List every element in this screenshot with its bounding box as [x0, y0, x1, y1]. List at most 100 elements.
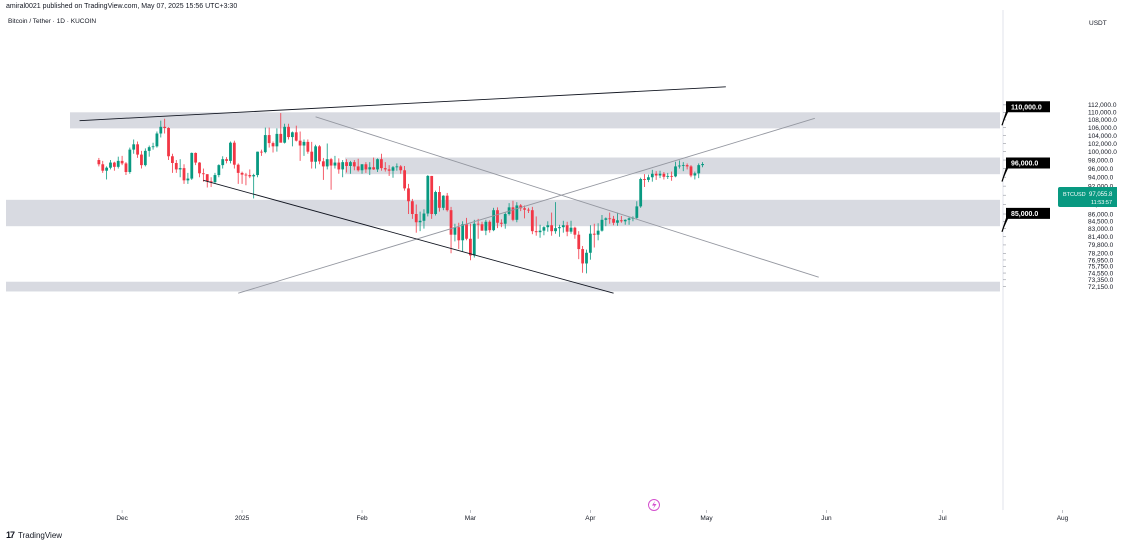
candle-body — [101, 164, 105, 171]
candle-body — [503, 214, 507, 224]
support-resistance-zones — [6, 112, 1000, 292]
candle-body — [229, 142, 232, 161]
lightning-icon[interactable] — [648, 499, 660, 511]
y-tick-label: 92,000.0 — [1088, 183, 1114, 190]
candle-body — [345, 162, 348, 166]
candle-body — [453, 227, 457, 235]
candle-body — [356, 166, 360, 171]
y-tick-label: 106,000.0 — [1088, 125, 1117, 132]
trendline-2 — [315, 116, 819, 278]
callout-0[interactable]: 110,000.0 — [1001, 101, 1050, 126]
candle-body — [438, 192, 441, 208]
candle-body — [654, 173, 658, 176]
last-price-value: 97,055.8 — [1089, 192, 1113, 198]
candle-body — [360, 164, 364, 171]
candle-body — [182, 168, 186, 181]
candle-body — [178, 168, 182, 170]
candle-body — [205, 174, 209, 182]
candle-body — [391, 167, 395, 171]
candle-body — [577, 234, 581, 250]
candle-body — [213, 175, 217, 183]
candle-body — [414, 214, 418, 223]
y-tick-label: 84,500.0 — [1088, 219, 1114, 226]
candle-body — [163, 126, 167, 128]
candle-body — [515, 205, 519, 220]
candle-body — [662, 173, 666, 177]
candle-body — [492, 210, 496, 231]
candle-body — [519, 205, 523, 209]
candle-body — [472, 223, 476, 256]
last-price-label-box — [1058, 187, 1088, 207]
candle-body — [283, 126, 287, 143]
candle-body — [670, 175, 674, 177]
candle-body — [252, 175, 256, 177]
candle-body — [209, 181, 213, 183]
candle-body — [511, 207, 515, 220]
candle-body — [422, 213, 426, 221]
candle-body — [167, 127, 170, 157]
candle-body — [217, 165, 221, 176]
candle-body — [271, 143, 275, 147]
candle-body — [240, 172, 244, 175]
candle-body — [132, 144, 136, 150]
callout-1[interactable]: 96,000.0 — [1001, 157, 1050, 182]
candle-body — [465, 224, 468, 239]
candle-body — [561, 225, 565, 228]
candle-body — [550, 225, 554, 232]
callout-label: 110,000.0 — [1011, 104, 1042, 111]
y-tick-label: 104,000.0 — [1088, 133, 1117, 140]
candle-body — [674, 166, 677, 177]
candle-body — [232, 142, 236, 165]
x-tick-label: Feb — [356, 515, 368, 522]
brand-name: TradingView — [18, 530, 63, 540]
candle-body — [681, 165, 685, 166]
candle-body — [155, 133, 159, 147]
candle-body — [194, 152, 198, 163]
currency-label: USDT — [1089, 20, 1107, 27]
candle-body — [530, 210, 534, 232]
candle-body — [105, 167, 109, 171]
candle-body — [554, 228, 557, 232]
zone-3 — [6, 281, 1000, 292]
candle-body — [221, 159, 225, 166]
candle-body — [569, 227, 573, 232]
candle-body — [616, 220, 619, 223]
candle-body — [306, 141, 310, 152]
tradingview-branding[interactable]: 17 TradingView — [6, 530, 62, 540]
candle-body — [290, 132, 294, 138]
candle-body — [426, 175, 430, 214]
candle-body — [534, 231, 538, 233]
candle-body — [693, 173, 697, 176]
candle-body — [263, 135, 267, 153]
candle-body — [573, 227, 577, 235]
y-tick-label: 74,550.0 — [1088, 270, 1114, 277]
y-tick-label: 83,000.0 — [1088, 226, 1114, 233]
candle-body — [287, 126, 290, 138]
candle-body — [236, 164, 240, 173]
callout-label: 85,000.0 — [1011, 211, 1038, 218]
y-tick-label: 112,000.0 — [1088, 102, 1117, 109]
y-tick-label: 75,750.0 — [1088, 264, 1114, 271]
candle-body — [449, 210, 453, 235]
trendline-1 — [238, 117, 815, 294]
time-axis: Dec 2025 Feb Mar Apr May Jun Jul Aug — [116, 510, 1069, 522]
candle-body — [147, 147, 151, 151]
callout-2[interactable]: 85,000.0 — [1001, 207, 1050, 233]
zone-0 — [70, 112, 1000, 129]
candle-body — [604, 218, 608, 220]
candle-body — [314, 146, 317, 162]
candle-body — [407, 188, 410, 202]
candle-body — [546, 225, 550, 228]
candle-body — [112, 162, 116, 167]
y-tick-label: 108,000.0 — [1088, 117, 1117, 124]
candle-body — [349, 162, 352, 166]
candle-body — [201, 173, 205, 175]
candle-body — [480, 224, 484, 231]
y-tick-label: 110,000.0 — [1088, 110, 1117, 117]
candlestick-series — [97, 113, 704, 274]
trendline-0 — [79, 86, 726, 122]
candle-body — [596, 230, 600, 235]
candle-body — [689, 166, 693, 176]
candle-body — [434, 192, 437, 215]
